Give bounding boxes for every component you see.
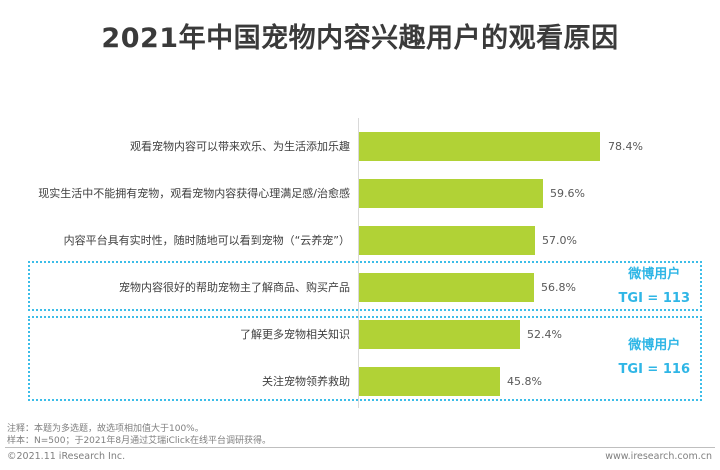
bar <box>359 367 500 396</box>
bar-row: 关注宠物领养救助 45.8% <box>0 367 720 396</box>
bar-row: 宠物内容很好的帮助宠物主了解商品、购买产品 56.8% <box>0 273 720 302</box>
tgi-value: TGI = 113 <box>618 291 690 306</box>
tgi-annotation-1: 微博用户 TGI = 113 <box>619 263 690 311</box>
tgi-box-2: 微博用户 TGI = 116 <box>28 316 702 401</box>
bar-label: 观看宠物内容可以带来欢乐、为生活添加乐趣 <box>130 140 350 153</box>
bar-row: 现实生活中不能拥有宠物，观看宠物内容获得心理满足感/治愈感 59.6% <box>0 179 720 208</box>
bar-row: 观看宠物内容可以带来欢乐、为生活添加乐趣 78.4% <box>0 132 720 161</box>
bar-row: 了解更多宠物相关知识 52.4% <box>0 320 720 349</box>
category-axis-line <box>358 118 359 408</box>
tgi-group-label: 微博用户 <box>628 267 681 282</box>
note-sample: 样本：N=500；于2021年8月通过艾瑞iClick在线平台调研获得。 <box>7 436 272 446</box>
footer-divider <box>5 447 715 448</box>
bar-value-label: 52.4% <box>527 328 562 341</box>
bar <box>359 132 600 161</box>
bar-value-label: 78.4% <box>608 140 643 153</box>
bar-value-label: 59.6% <box>550 187 585 200</box>
tgi-box-1: 微博用户 TGI = 113 <box>28 261 702 311</box>
bar-label: 宠物内容很好的帮助宠物主了解商品、购买产品 <box>119 281 350 294</box>
bar-value-label: 57.0% <box>542 234 577 247</box>
bar <box>359 320 520 349</box>
bar-label: 现实生活中不能拥有宠物，观看宠物内容获得心理满足感/治愈感 <box>38 187 350 200</box>
copyright: ©2021.11 iResearch Inc. <box>7 451 126 462</box>
tgi-group-label: 微博用户 <box>628 338 681 353</box>
bar-value-label: 45.8% <box>507 375 542 388</box>
note-multiselect: 注释：本题为多选题，故选项相加值大于100%。 <box>7 424 204 434</box>
tgi-annotation-2: 微博用户 TGI = 116 <box>619 334 690 382</box>
bar-value-label: 56.8% <box>541 281 576 294</box>
bar-row: 内容平台具有实时性，随时随地可以看到宠物（“云养宠”） 57.0% <box>0 226 720 255</box>
chart-title: 2021年中国宠物内容兴趣用户的观看原因 <box>101 23 619 54</box>
website-link[interactable]: www.iresearch.com.cn <box>605 451 712 462</box>
tgi-value: TGI = 116 <box>618 362 690 377</box>
bar <box>359 226 535 255</box>
bar-label: 了解更多宠物相关知识 <box>240 328 350 341</box>
bar-label: 内容平台具有实时性，随时随地可以看到宠物（“云养宠”） <box>63 234 350 247</box>
bar-label: 关注宠物领养救助 <box>262 375 350 388</box>
bar <box>359 273 534 302</box>
bar <box>359 179 543 208</box>
